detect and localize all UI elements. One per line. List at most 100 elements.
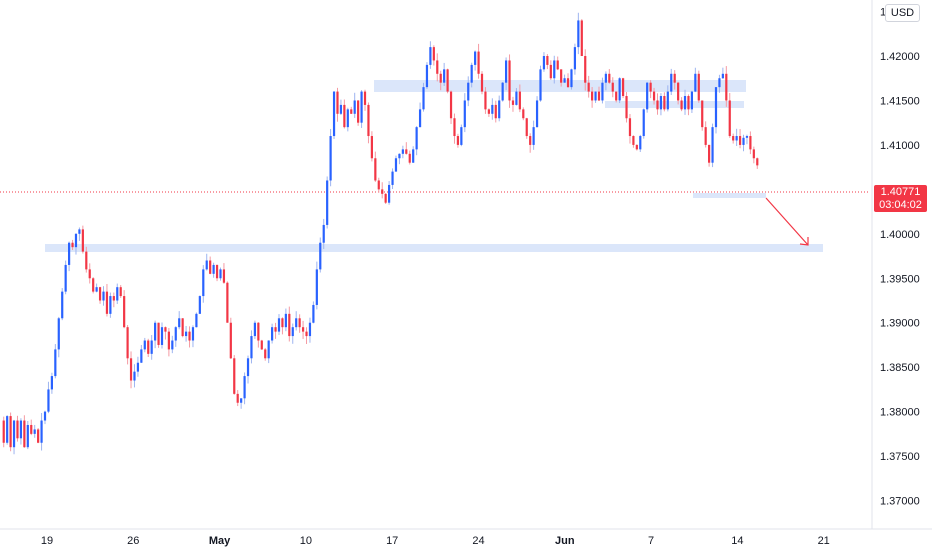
x-tick-label: Jun (555, 535, 575, 547)
candle-down (697, 73, 700, 101)
candle-up (295, 318, 298, 328)
candle-down (164, 327, 167, 332)
currency-selector[interactable]: USD (885, 4, 920, 22)
y-tick-label: 1.38000 (880, 407, 920, 419)
y-tick-label: 1.39000 (880, 318, 920, 330)
candle-down (591, 91, 594, 101)
candle-up (95, 287, 98, 292)
candle-down (649, 82, 652, 92)
candle-up (604, 73, 607, 83)
candle-down (301, 327, 305, 332)
candle-up (535, 100, 539, 128)
candle-up (539, 69, 542, 101)
candle-down (580, 20, 583, 57)
candle-down (374, 158, 377, 181)
candle-up (212, 264, 215, 274)
candle-up (443, 69, 446, 83)
candle-up (474, 51, 477, 65)
candle-up (33, 429, 36, 434)
candle-up (6, 416, 9, 443)
y-tick-label: 1.41500 (880, 95, 920, 107)
candle-up (250, 336, 253, 359)
candle-down (439, 73, 442, 83)
candle-up (326, 180, 329, 225)
candle-up (171, 340, 174, 350)
candle-up (284, 313, 287, 328)
candle-up (47, 389, 50, 412)
candle-up (322, 224, 325, 243)
candle-up (721, 73, 724, 79)
candle-down (615, 91, 618, 101)
candle-up (54, 349, 57, 377)
candle-up (718, 78, 721, 88)
candle-down (611, 82, 614, 92)
candle-down (738, 136, 742, 145)
candle-up (425, 64, 429, 88)
candle-down (453, 118, 456, 137)
candle-up (353, 100, 356, 114)
candle-up (267, 340, 270, 359)
candle-up (670, 73, 673, 92)
candle-up (150, 340, 153, 354)
candle-down (432, 47, 435, 61)
candle-up (12, 420, 16, 448)
candle-down (381, 189, 384, 194)
candle-down (377, 180, 380, 190)
candle-up (277, 318, 281, 332)
candle-up (694, 73, 697, 92)
x-tick-label: 10 (300, 535, 312, 547)
candle-down (677, 82, 680, 101)
price-axis[interactable]: 1.425001.420001.415001.410001.405001.400… (880, 7, 920, 508)
candle-up (394, 158, 398, 172)
candle-down (480, 73, 484, 92)
candle-down (584, 56, 587, 83)
candle-down (305, 331, 308, 337)
candle-up (742, 137, 745, 145)
y-tick-label: 1.37500 (880, 451, 920, 463)
x-tick-label: 21 (818, 535, 830, 547)
candle-down (656, 100, 659, 110)
candles (2, 12, 759, 455)
candle-down (288, 313, 291, 337)
candle-down (597, 91, 601, 101)
candle-down (680, 100, 683, 110)
candle-up (467, 82, 470, 101)
candle-down (625, 96, 628, 119)
y-tick-label: 1.39500 (880, 273, 920, 285)
time-axis[interactable]: 19 26 May 10 17 24 Jun 7 14 21 (41, 535, 830, 547)
candle-down (756, 158, 759, 166)
candle-down (511, 100, 515, 105)
candle-up (57, 318, 60, 350)
candle-up (308, 322, 312, 337)
candle-up (601, 82, 604, 101)
candle-down (546, 56, 549, 65)
candle-down (384, 193, 387, 203)
candle-up (133, 371, 136, 381)
candle-up (219, 269, 222, 279)
candle-up (401, 149, 404, 154)
candle-up (78, 229, 81, 234)
candle-down (728, 100, 731, 137)
candle-down (408, 153, 411, 163)
candle-up (646, 82, 649, 110)
last-price-value: 1.40771 (880, 186, 921, 198)
candle-down (446, 69, 449, 92)
candle-down (16, 420, 19, 439)
candle-down (405, 149, 408, 154)
candle-down (635, 144, 638, 150)
candle-down (167, 331, 170, 350)
y-tick-label: 1.37000 (880, 496, 920, 508)
candle-up (136, 362, 140, 372)
candle-down (518, 91, 521, 110)
candle-down (449, 91, 453, 119)
candle-down (226, 282, 229, 323)
candle-down (112, 296, 115, 301)
candle-down (487, 109, 490, 114)
candle-up (346, 109, 349, 128)
candle-down (560, 69, 563, 83)
candle-up (195, 313, 198, 328)
candle-down (233, 358, 236, 394)
x-tick-label: 19 (41, 535, 53, 547)
candle-up (184, 331, 188, 337)
